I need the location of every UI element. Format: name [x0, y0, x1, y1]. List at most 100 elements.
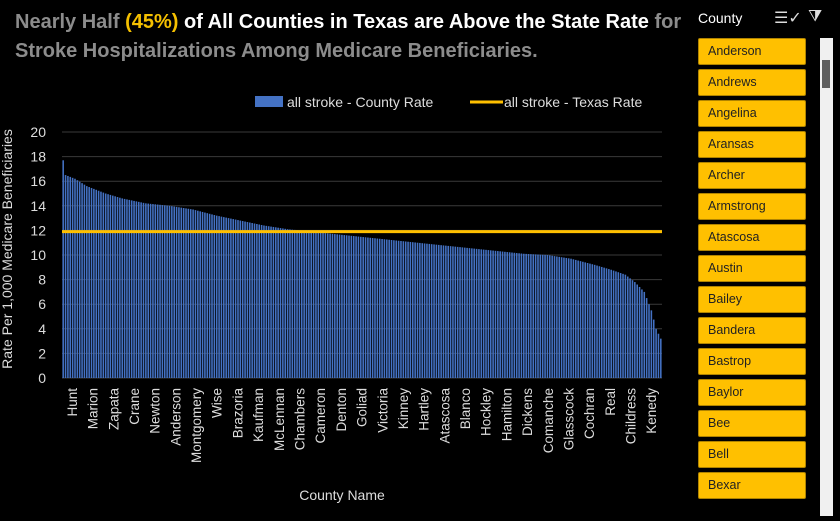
bar — [284, 228, 287, 378]
slicer-item[interactable]: Bell — [698, 441, 806, 468]
slicer-item[interactable]: Baylor — [698, 379, 806, 406]
bar — [130, 200, 133, 378]
bar — [74, 178, 76, 378]
slicer-item[interactable]: Bexar — [698, 472, 806, 499]
bar — [435, 244, 438, 378]
x-tick-label: Chambers — [292, 388, 307, 451]
bar — [86, 186, 88, 378]
bar — [416, 242, 419, 378]
bar — [329, 233, 331, 378]
clear-filter-icon[interactable]: ⧩ — [808, 8, 823, 25]
bar — [636, 284, 638, 378]
bar — [187, 208, 190, 378]
bar — [634, 282, 636, 378]
bar — [220, 216, 223, 378]
slicer-item[interactable]: Bandera — [698, 317, 806, 344]
bar — [137, 201, 140, 378]
bar — [218, 216, 220, 378]
slicer-item[interactable]: Bastrop — [698, 348, 806, 375]
slicer-item[interactable]: Angelina — [698, 100, 806, 127]
x-tick-label: Hamilton — [499, 388, 514, 441]
bar — [182, 208, 185, 378]
slicer-item[interactable]: Bailey — [698, 286, 806, 313]
bar — [234, 219, 237, 378]
bar — [657, 333, 660, 378]
bar — [386, 239, 388, 378]
x-tick-label: Hunt — [65, 388, 80, 417]
slicer-item[interactable]: Armstrong — [698, 193, 806, 220]
bar — [383, 239, 386, 378]
bar — [343, 235, 346, 378]
bar — [215, 215, 218, 378]
bar — [378, 238, 381, 378]
x-tick-label: Marion — [86, 388, 101, 429]
bar — [152, 204, 154, 378]
bar — [511, 252, 513, 378]
bar — [352, 236, 355, 378]
bar — [445, 245, 447, 378]
bar — [90, 187, 93, 378]
bar — [296, 230, 298, 378]
bar — [142, 202, 145, 378]
bar — [109, 194, 112, 378]
bar — [532, 254, 535, 378]
legend-label-county: all stroke - County Rate — [287, 94, 433, 110]
bar — [508, 252, 511, 378]
bar — [168, 205, 171, 378]
bar — [324, 233, 327, 378]
bar — [286, 229, 289, 378]
bar — [310, 231, 312, 378]
bar — [591, 264, 594, 378]
legend-label-texas: all stroke - Texas Rate — [504, 94, 642, 110]
bar — [409, 241, 412, 378]
bar — [338, 234, 341, 378]
bar — [95, 189, 98, 378]
slicer-item[interactable]: Andrews — [698, 69, 806, 96]
bar — [123, 198, 126, 378]
slicer-item[interactable]: Archer — [698, 162, 806, 189]
bar — [374, 238, 376, 378]
x-tick-label: Kenedy — [644, 388, 659, 434]
bar — [62, 160, 64, 378]
slicer-item[interactable]: Bee — [698, 410, 806, 437]
bar — [185, 208, 187, 378]
slicer-item[interactable]: Austin — [698, 255, 806, 282]
stroke-rate-chart: 0 2 4 6 8 10 12 14 16 18 20 Hunt Marion Zapata Crane Ne… — [0, 94, 662, 503]
bar — [149, 203, 152, 378]
bar — [241, 221, 244, 378]
bar — [471, 248, 473, 378]
bar — [303, 230, 305, 378]
bar — [204, 212, 206, 378]
multi-select-icon[interactable]: ☰✓ — [774, 10, 802, 27]
bar — [208, 213, 211, 378]
bar — [530, 254, 532, 378]
slicer-item[interactable]: Aransas — [698, 131, 806, 158]
bar — [140, 202, 142, 378]
x-tick-label: Kaufman — [251, 388, 266, 442]
x-tick-label: Comanche — [541, 388, 556, 453]
bar — [175, 206, 178, 378]
bar — [466, 247, 468, 378]
bar — [655, 328, 657, 378]
bar — [423, 243, 426, 378]
slicer-item[interactable]: Anderson — [698, 38, 806, 65]
legend-swatch-county — [255, 96, 283, 107]
slicer-item[interactable]: Atascosa — [698, 224, 806, 251]
bar — [298, 230, 301, 378]
bar — [551, 255, 553, 378]
bar — [454, 246, 457, 378]
bar — [440, 245, 442, 378]
bar — [246, 222, 249, 378]
bar — [64, 175, 67, 378]
bar — [178, 207, 180, 378]
slicer-list: Anderson Andrews Angelina Aransas Archer Arms… — [698, 38, 808, 521]
bar — [360, 236, 362, 378]
bar — [629, 278, 631, 378]
title-part-2: (45%) — [125, 11, 179, 33]
slicer-scrollbar[interactable] — [820, 38, 833, 516]
bar — [341, 234, 343, 378]
bar — [501, 251, 504, 378]
bar — [293, 229, 296, 378]
bar — [513, 252, 516, 378]
scrollbar-thumb[interactable] — [822, 60, 830, 88]
